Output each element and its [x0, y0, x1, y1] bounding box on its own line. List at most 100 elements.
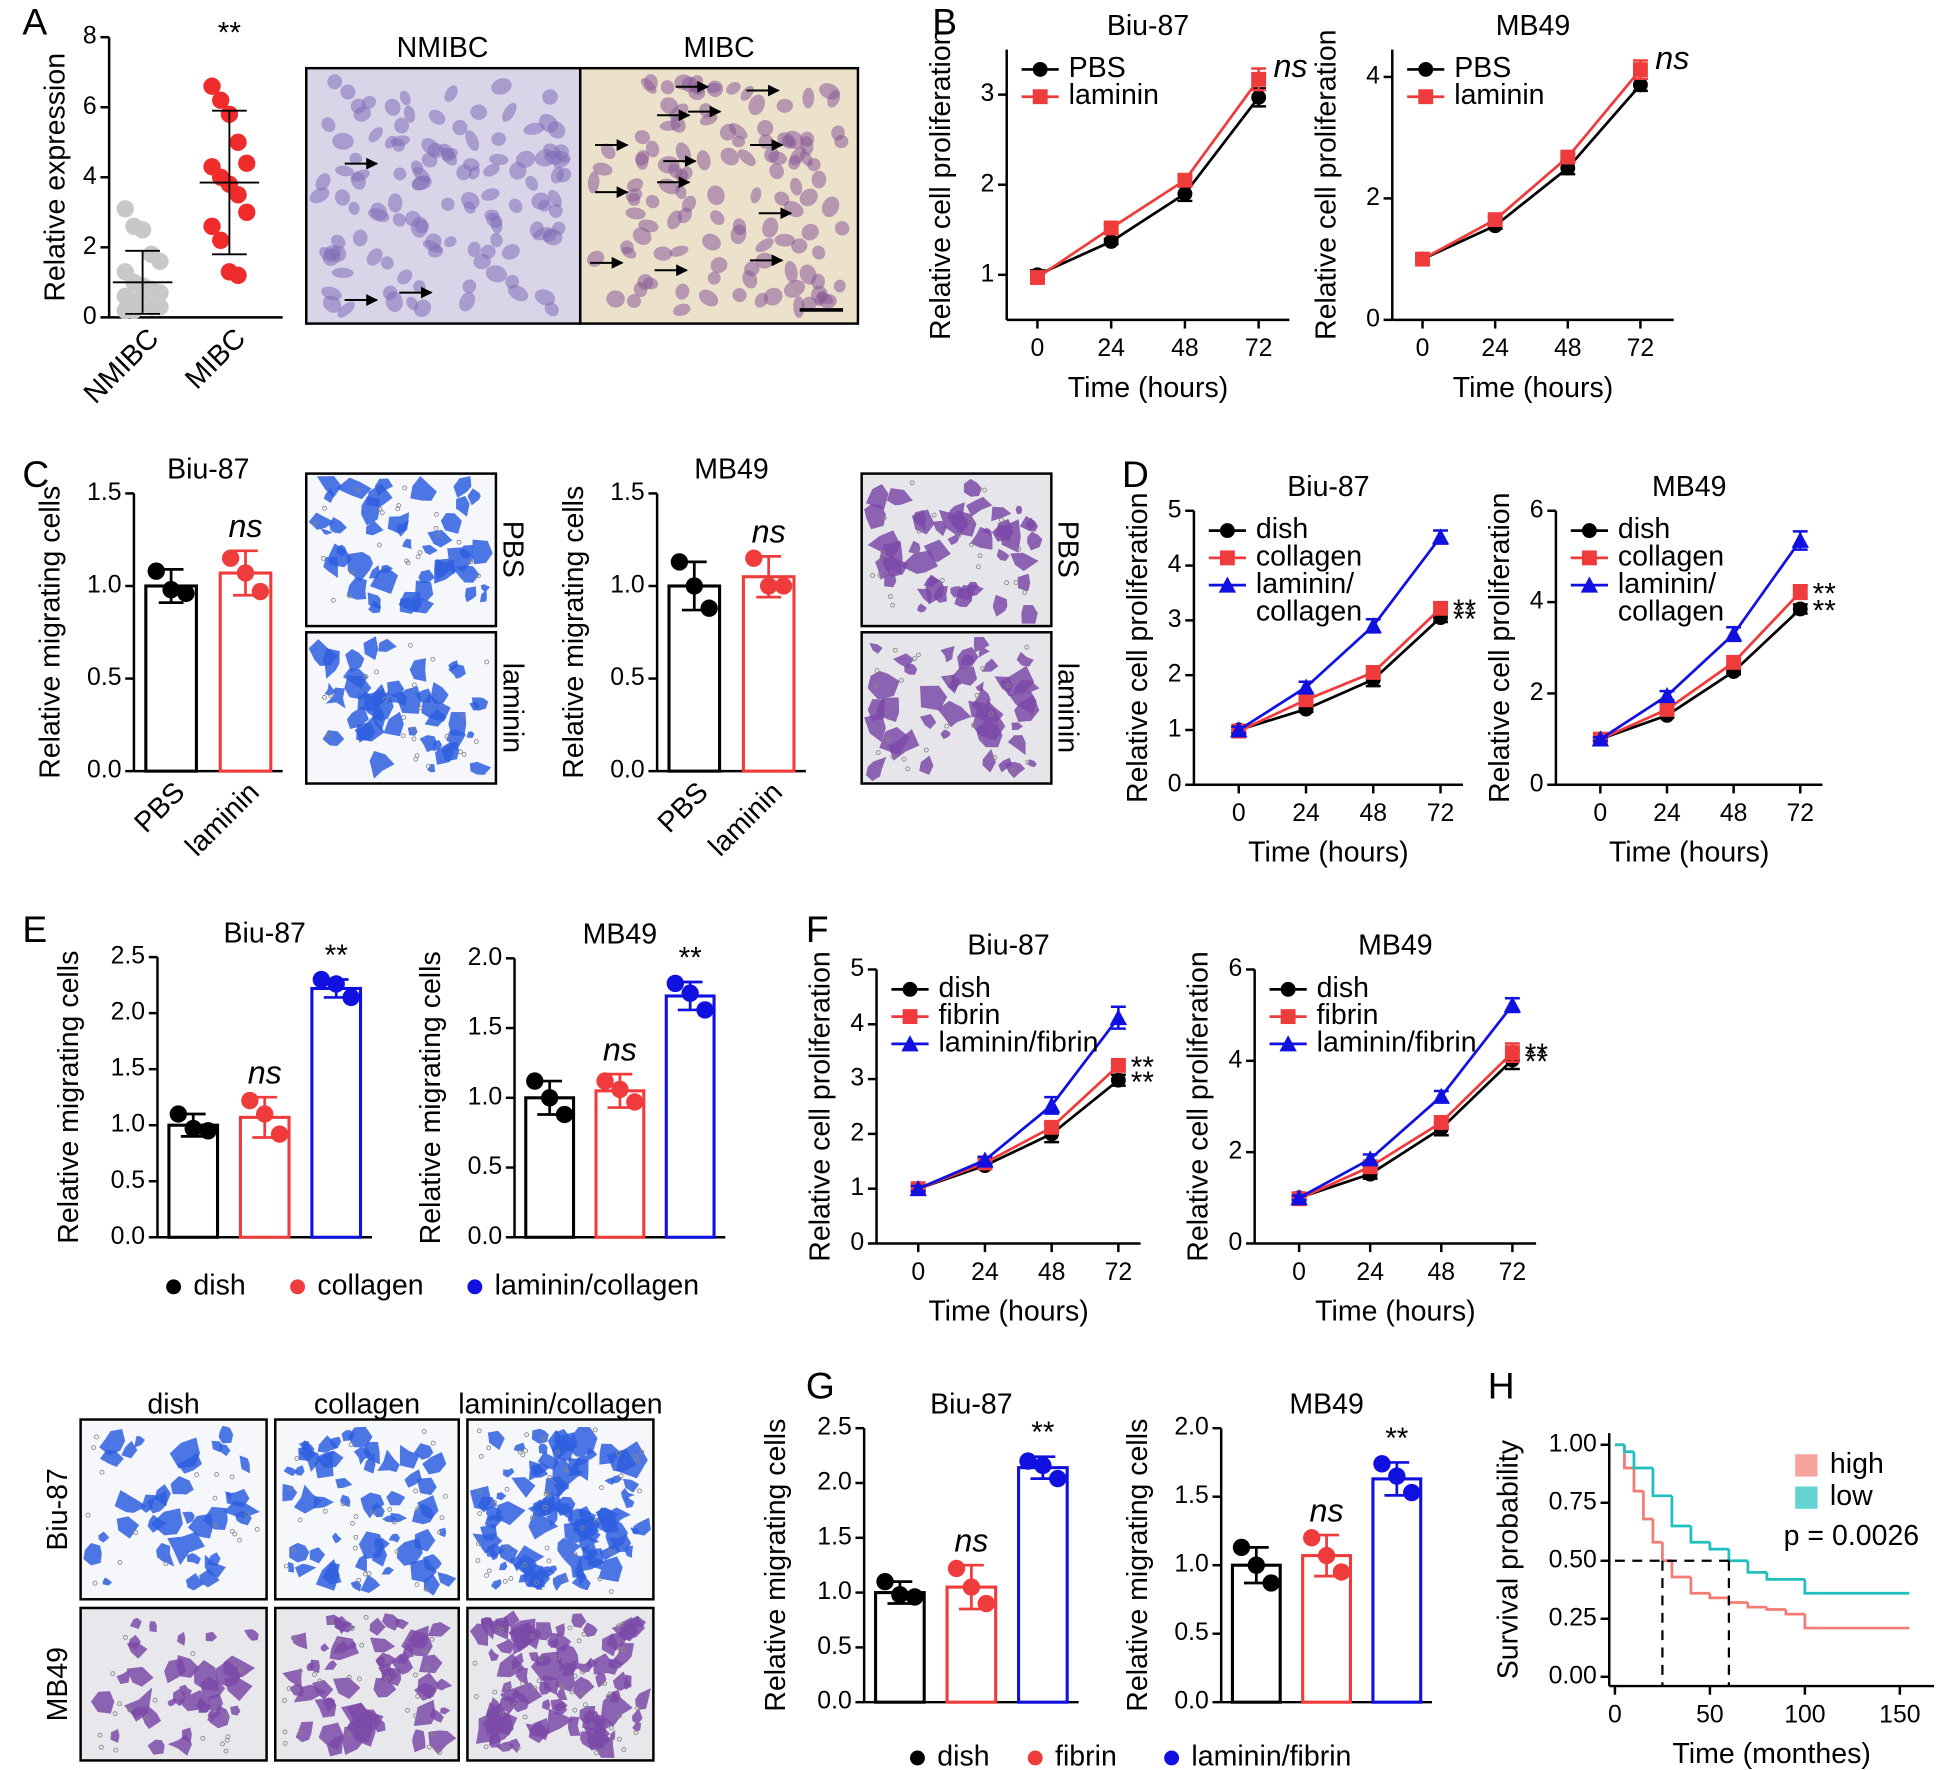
y-tick-label: 1.5: [610, 479, 644, 506]
data-point: [626, 1093, 644, 1111]
y-tick-label: 0.25: [1549, 1604, 1597, 1631]
stained-cell: [333, 1677, 361, 1699]
stained-cell: [83, 1543, 102, 1566]
bar: [310, 986, 363, 1239]
survival-step: [1746, 1560, 1767, 1574]
data-point: [891, 1586, 909, 1604]
data-point: [1403, 1483, 1421, 1502]
cell-nucleus: [481, 188, 500, 201]
pore: [520, 1681, 526, 1686]
x-tick-label: 48: [1554, 335, 1582, 362]
stained-cell: [916, 603, 927, 613]
cell-nucleus: [550, 166, 564, 184]
stained-cell: [503, 1467, 515, 1478]
x-axis-label: Time (hours): [1248, 837, 1408, 869]
micrograph-frame: [274, 1418, 460, 1601]
stained-cell: [177, 1631, 186, 1646]
pore: [426, 1744, 432, 1750]
data-point: [540, 1089, 559, 1107]
legend-dot: [1027, 1750, 1043, 1766]
stained-cell: [480, 1617, 496, 1640]
pore: [349, 1626, 355, 1632]
cell-nucleus: [601, 143, 616, 160]
pore: [608, 1589, 614, 1594]
survival-step: [1765, 1572, 1786, 1581]
y-tick-label: 4: [1366, 62, 1380, 89]
stained-cell: [207, 1693, 224, 1712]
micrograph-frame: [79, 1606, 268, 1762]
pore: [415, 1506, 421, 1511]
legend-label: fibrin: [1055, 1741, 1117, 1770]
stained-cell: [202, 1506, 228, 1530]
stained-cell: [1016, 651, 1034, 667]
pore: [524, 1432, 530, 1438]
cell-nucleus: [660, 80, 675, 95]
x-tick-label: 50: [1696, 1701, 1724, 1728]
stained-cell: [332, 1532, 342, 1544]
cell-nucleus: [380, 256, 394, 270]
marker: [1103, 234, 1119, 249]
pore: [582, 1702, 588, 1708]
pore: [476, 1541, 481, 1547]
legend-label: laminin/collagen: [495, 1269, 699, 1301]
cell-nucleus: [421, 152, 438, 168]
pore: [91, 1445, 97, 1450]
marker: [1042, 1096, 1061, 1113]
stained-cell: [957, 584, 975, 600]
pore: [348, 1442, 354, 1448]
cell-nucleus: [393, 167, 407, 181]
pore: [411, 736, 417, 742]
data-point: [151, 252, 169, 271]
significance-label: **: [1525, 1045, 1549, 1078]
stained-cell: [472, 539, 493, 565]
stained-cell: [410, 476, 437, 501]
stained-cell: [999, 665, 1035, 697]
pore: [873, 683, 879, 689]
x-tick-label: NMIBC: [78, 322, 166, 410]
stained-cell: [886, 488, 913, 506]
y-tick-label: 4: [1228, 1046, 1242, 1073]
stained-cell: [621, 1487, 635, 1503]
micrograph-frame: [79, 1418, 268, 1601]
stained-cell: [579, 1528, 600, 1554]
stained-cell: [452, 565, 480, 583]
survival-step: [1651, 1467, 1672, 1498]
pore: [472, 1660, 478, 1666]
data-point: [666, 974, 684, 993]
stained-cell: [582, 1622, 598, 1638]
data-point: [670, 553, 689, 571]
survival-step: [1727, 1549, 1748, 1563]
marker: [1415, 251, 1430, 267]
stained-cell: [369, 567, 398, 594]
pore: [348, 569, 354, 575]
pore: [321, 694, 327, 700]
cell-nucleus: [784, 260, 798, 283]
stained-cell: [495, 1741, 515, 1752]
panel-letter: C: [22, 453, 49, 495]
cell-nucleus: [441, 147, 458, 162]
chart-title: MB49: [1358, 930, 1432, 962]
data-point: [745, 549, 763, 567]
stained-cell: [360, 1492, 385, 1519]
pore: [237, 1667, 243, 1673]
pore: [92, 1580, 98, 1586]
stained-cell: [223, 1655, 256, 1678]
panel-letter: B: [932, 1, 957, 43]
pore: [223, 1748, 229, 1754]
data-point: [685, 577, 703, 595]
cell-nucleus: [489, 153, 509, 166]
stained-cell: [99, 1428, 126, 1456]
cell-nucleus: [348, 201, 360, 215]
cell-nucleus: [327, 74, 343, 90]
stained-cell: [864, 713, 886, 743]
marker: [1433, 1115, 1449, 1130]
stained-cell: [1027, 531, 1043, 551]
pore: [356, 1676, 362, 1682]
stained-cell: [966, 496, 993, 517]
image-label: NMIBC: [397, 32, 489, 64]
y-tick-label: 5: [850, 955, 864, 982]
y-tick-label: 0.5: [468, 1153, 502, 1180]
pore: [543, 1491, 549, 1497]
pore: [477, 1511, 483, 1516]
